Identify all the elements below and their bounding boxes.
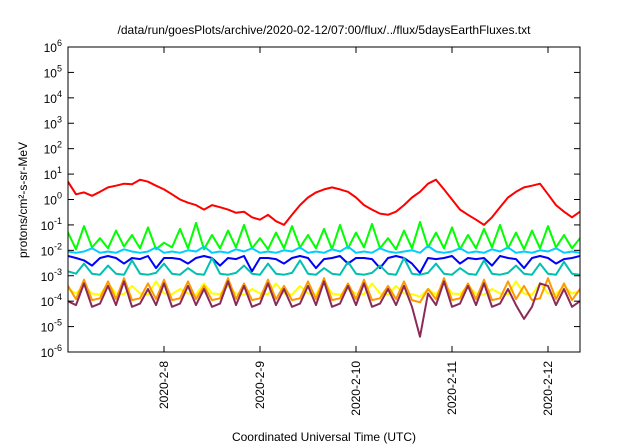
y-tick-label-exponent: 2 [57,140,62,150]
series-line-1 [68,221,580,251]
y-tick-label-base: 10 [44,194,58,208]
y-tick-label: 10-6 [41,343,62,360]
y-tick-label-exponent: 1 [57,165,62,175]
y-tick-label-exponent: -5 [54,318,62,328]
series-line-6 [68,277,580,304]
x-tick-label: 2020-2-12 [541,361,555,416]
y-tick-label-exponent: 0 [57,191,62,201]
y-tick-label-exponent: -3 [54,267,62,277]
y-tick-label: 10-5 [41,318,62,335]
y-tick-label-base: 10 [44,92,58,106]
y-tick-label: 106 [44,38,62,55]
series-layer [68,178,580,338]
y-tick-label-exponent: 5 [57,63,62,73]
y-tick-label-base: 10 [41,244,55,258]
y-tick-label-exponent: -6 [54,343,62,353]
series-line-7 [68,280,580,338]
y-tick-label-exponent: -1 [54,216,62,226]
y-tick-label: 10-3 [41,267,62,284]
x-tick-label: 2020-2-8 [157,361,171,409]
chart-title: /data/run/goesPlots/archive/2020-02-12/0… [118,23,532,37]
y-tick-label-exponent: 4 [57,89,62,99]
y-tick-label: 10-2 [41,241,62,258]
y-tick-label-base: 10 [44,117,58,131]
x-tick-label: 2020-2-11 [445,361,459,415]
series-line-4 [68,257,580,276]
y-tick-label-exponent: -2 [54,241,62,251]
series-line-3 [68,255,580,274]
y-tick-label-base: 10 [41,346,55,360]
y-tick-label: 10-1 [41,216,62,233]
x-axis-label: Coordinated Universal Time (UTC) [232,430,416,444]
y-axis-label: protons/cm²-s-sr-MeV [16,142,30,258]
y-tick-label-exponent: 3 [57,114,62,124]
x-tick-label: 2020-2-9 [253,361,267,409]
y-tick-label-base: 10 [44,41,58,55]
y-tick-label: 103 [44,114,62,131]
y-tick-label: 100 [44,191,62,208]
y-tick-label: 10-4 [41,292,62,309]
x-tick-label: 2020-2-10 [349,361,363,416]
y-tick-label-base: 10 [41,219,55,233]
y-tick-label-base: 10 [41,321,55,335]
series-line-8 [68,178,580,226]
series-line-2 [68,244,580,254]
y-tick-label-base: 10 [44,143,58,157]
y-tick-label: 104 [44,89,62,106]
axes-layer: 10610510410310210110010-110-210-310-410-… [41,38,581,416]
y-tick-label-base: 10 [44,168,58,182]
y-tick-label-base: 10 [41,270,55,284]
y-tick-label: 102 [44,140,62,157]
y-tick-label-base: 10 [44,66,58,80]
y-tick-label-exponent: -4 [54,292,62,302]
y-tick-label: 101 [44,165,62,182]
y-tick-label: 105 [44,63,62,80]
y-tick-label-exponent: 6 [57,38,62,48]
y-tick-label-base: 10 [41,295,55,309]
